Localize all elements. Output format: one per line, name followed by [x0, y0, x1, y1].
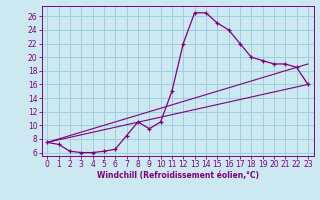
X-axis label: Windchill (Refroidissement éolien,°C): Windchill (Refroidissement éolien,°C) [97, 171, 259, 180]
